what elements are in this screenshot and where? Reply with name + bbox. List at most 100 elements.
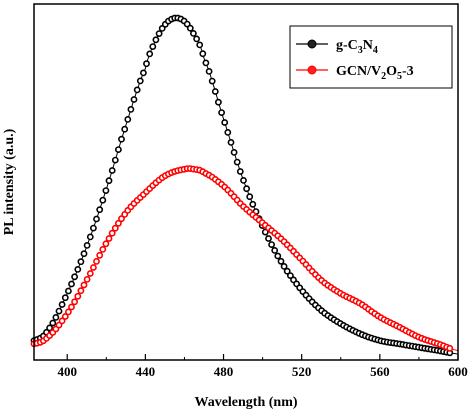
plot-frame — [33, 3, 459, 361]
data-point — [102, 187, 110, 194]
data-point — [49, 319, 57, 327]
data-point — [136, 77, 144, 85]
data-point — [61, 294, 69, 302]
legend: g-C3N4 GCN/V2O5-3 — [289, 25, 453, 89]
data-point — [265, 235, 272, 242]
data-point — [61, 313, 69, 320]
data-point — [105, 177, 113, 185]
data-point — [155, 30, 163, 37]
data-point — [80, 281, 88, 289]
data-point — [246, 193, 254, 201]
legend-label-sub2: 4 — [373, 45, 378, 56]
data-point — [68, 303, 75, 311]
data-point — [146, 50, 154, 58]
data-point — [143, 60, 150, 68]
data-point — [86, 270, 94, 277]
legend-label-base: GCN/V — [336, 64, 381, 79]
data-point — [230, 148, 238, 156]
data-point — [55, 307, 63, 315]
data-point — [139, 69, 147, 77]
data-point — [224, 128, 232, 136]
data-point — [68, 280, 75, 288]
data-point — [90, 264, 97, 271]
legend-label: g-C3N4 — [336, 38, 378, 56]
data-point — [205, 68, 213, 75]
legend-label-sub1: 2 — [381, 71, 386, 82]
legend-label-mid: N — [363, 38, 373, 53]
data-point — [208, 77, 216, 85]
data-point — [249, 200, 257, 208]
data-point — [74, 292, 82, 300]
data-point — [240, 176, 247, 184]
x-tick-label-440: 440 — [136, 364, 156, 379]
legend-label-sub1: 3 — [358, 45, 363, 56]
data-point — [65, 287, 72, 295]
data-point — [58, 317, 66, 325]
legend-label-sub2: 5 — [397, 71, 402, 82]
data-point — [268, 241, 275, 248]
data-point — [261, 228, 269, 236]
data-point — [115, 219, 122, 227]
data-point — [127, 106, 135, 113]
data-point — [93, 215, 100, 223]
series-gcn-v2o5-3 — [30, 165, 459, 352]
data-point — [193, 35, 200, 43]
data-point — [77, 287, 85, 295]
data-point — [77, 258, 85, 266]
axes — [33, 3, 459, 361]
data-point — [118, 215, 125, 223]
data-point — [152, 36, 160, 44]
legend-label-mid: O — [386, 64, 397, 79]
data-point — [274, 252, 282, 260]
data-point — [214, 98, 222, 106]
data-point — [111, 224, 119, 232]
x-ticks: 400 440 480 520 560 600 — [57, 354, 468, 379]
data-point — [102, 240, 110, 248]
data-point — [65, 308, 72, 316]
data-point — [111, 156, 119, 164]
legend-item-gcn-v2o5-3: GCN/V2O5-3 — [296, 64, 414, 82]
data-point — [115, 146, 122, 153]
x-tick-label-480: 480 — [214, 364, 234, 379]
data-point — [99, 245, 107, 253]
data-point — [218, 109, 225, 116]
data-point — [149, 43, 157, 50]
data-point — [74, 265, 82, 273]
data-point — [277, 257, 285, 265]
data-point — [46, 324, 53, 332]
legend-marker — [307, 39, 317, 49]
x-tick-label-520: 520 — [292, 364, 312, 379]
data-point — [80, 250, 88, 258]
data-point — [96, 251, 104, 259]
data-point — [105, 235, 113, 242]
series-g-c3n4 — [30, 14, 459, 357]
data-point — [71, 298, 78, 306]
data-point — [283, 267, 291, 275]
data-point — [93, 257, 100, 265]
data-point — [130, 96, 138, 103]
x-tick-label-400: 400 — [57, 364, 77, 379]
x-axis-title: Wavelength (nm) — [194, 395, 297, 410]
legend-label-tail: -3 — [402, 64, 414, 79]
legend-marker — [307, 65, 317, 75]
data-point — [58, 301, 66, 308]
data-point — [196, 41, 204, 49]
x-tick-label-560: 560 — [370, 364, 390, 379]
data-point — [280, 262, 288, 270]
data-point — [99, 196, 107, 204]
data-point — [211, 88, 219, 95]
y-axis-title: PL intensity (a.u.) — [2, 128, 17, 235]
data-point — [133, 86, 141, 94]
data-point — [221, 119, 229, 126]
data-point — [121, 125, 129, 133]
data-point — [186, 24, 194, 32]
data-point — [227, 138, 235, 146]
data-point — [52, 313, 60, 321]
legend-item-g-c3n4: g-C3N4 — [296, 38, 378, 56]
data-point — [286, 272, 294, 279]
data-point — [236, 168, 244, 175]
data-point — [446, 344, 454, 352]
data-point — [55, 321, 63, 329]
data-point — [202, 59, 210, 67]
